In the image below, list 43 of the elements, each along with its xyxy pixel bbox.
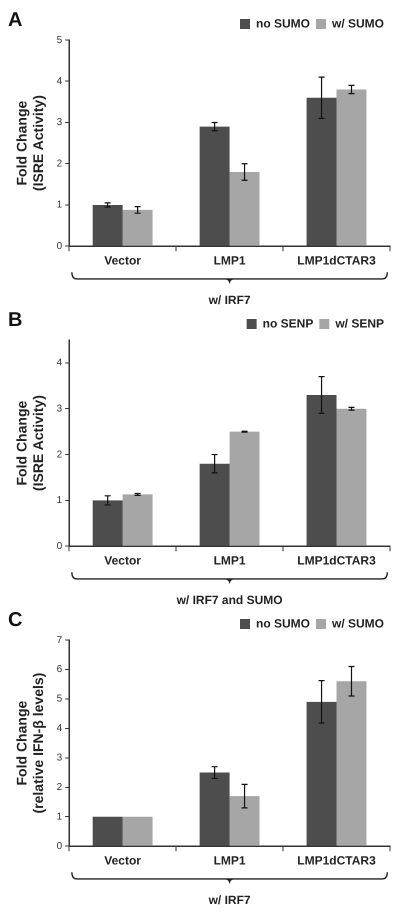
- legend-label: w/ SENP: [334, 316, 384, 330]
- x-axis-title: w/ IRF7: [208, 893, 251, 908]
- legend-label: no SUMO: [256, 16, 310, 30]
- y-axis-title: Fold Change (ISRE Activity): [13, 395, 46, 492]
- x-tick-label: LMP1: [214, 254, 246, 268]
- y-tick-label: 6: [56, 664, 63, 676]
- y-tick-label: 0: [56, 840, 63, 852]
- x-axis-title: w/ IRF7: [208, 293, 251, 308]
- y-tick-label: 3: [56, 403, 63, 414]
- x-tick-label: Vector: [104, 254, 142, 268]
- y-tick-label: 4: [56, 723, 63, 734]
- x-tick-label: LMP1dCTAR3: [297, 254, 376, 268]
- y-tick-label: 2: [56, 782, 63, 794]
- legend-label: no SUMO: [256, 616, 310, 630]
- y-tick-label: 5: [56, 34, 63, 46]
- chart-title: C: [8, 608, 22, 632]
- y-tick-label: 7: [56, 634, 63, 646]
- chart-title: B: [8, 308, 22, 332]
- x-tick-label: LMP1dCTAR3: [297, 554, 376, 568]
- y-axis-title: Fold Change (ISRE Activity): [13, 95, 46, 192]
- y-tick-label: 1: [56, 200, 63, 211]
- y-tick-label: 4: [56, 76, 63, 87]
- x-tick-label: Vector: [104, 554, 142, 568]
- x-tick-label: LMP1dCTAR3: [297, 854, 376, 868]
- y-tick-label: 5: [56, 694, 63, 705]
- x-tick-label: Vector: [104, 854, 142, 868]
- y-tick-label: 3: [56, 117, 63, 128]
- y-tick-label: 0: [56, 540, 63, 552]
- y-axis-title: Fold Change (relative IFN-β levels): [13, 672, 46, 814]
- y-tick-label: 0: [56, 240, 63, 252]
- x-axis-title: w/ IRF7 and SUMO: [176, 593, 283, 608]
- y-tick-label: 3: [56, 752, 63, 764]
- legend-label: w/ SUMO: [331, 16, 384, 30]
- y-tick-label: 1: [56, 495, 63, 506]
- y-tick-label: 2: [56, 449, 63, 460]
- legend-label: no SENP: [262, 316, 314, 330]
- y-tick-label: 2: [56, 158, 63, 170]
- x-tick-label: LMP1: [214, 554, 246, 568]
- legend-label: w/ SUMO: [331, 616, 384, 630]
- y-tick-label: 4: [56, 358, 63, 369]
- y-tick-label: 1: [56, 811, 63, 822]
- x-tick-label: LMP1: [214, 854, 246, 868]
- chart-title: A: [8, 8, 22, 32]
